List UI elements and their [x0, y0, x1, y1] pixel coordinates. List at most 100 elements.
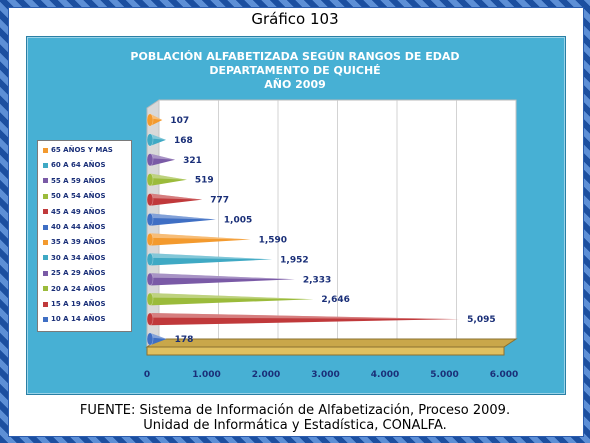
bar-cone [150, 113, 163, 127]
chart-subtitle: DEPARTAMENTO DE QUICHÉ [209, 64, 381, 77]
bar-highlight [150, 253, 273, 260]
legend-swatch [43, 178, 48, 184]
legend-label: 55 A 59 AÑOS [51, 176, 106, 185]
data-label: 2,333 [303, 275, 331, 285]
legend-item: 30 A 34 AÑOS [43, 254, 105, 262]
bar-cone [150, 153, 176, 166]
data-label: 5,095 [467, 315, 495, 325]
legend-item: 35 A 39 AÑOS [43, 238, 105, 246]
bar-highlight [150, 173, 187, 180]
bar-base [146, 272, 154, 286]
bar [146, 232, 251, 246]
x-tick-label: 4.000 [371, 370, 399, 380]
bar-cone [150, 213, 216, 226]
legend-swatch [43, 286, 48, 292]
bar-base [146, 312, 154, 326]
bar [146, 153, 176, 167]
legend-item: 65 AÑOS Y MAS [43, 146, 113, 154]
bar-base [146, 153, 154, 167]
data-label: 1,952 [280, 255, 308, 265]
plot-floor [145, 338, 518, 348]
legend-item: 20 A 24 AÑOS [43, 285, 105, 293]
legend-label: 15 A 19 AÑOS [51, 300, 106, 308]
bar-base [146, 232, 154, 246]
data-label: 107 [170, 116, 189, 126]
chart-subtitle-year: AÑO 2009 [264, 78, 326, 91]
legend-swatch [43, 239, 48, 245]
bar-cone [150, 293, 314, 306]
data-label: 1,590 [259, 235, 287, 245]
bar-base [146, 113, 154, 127]
legend-label: 10 A 14 AÑOS [51, 315, 106, 324]
x-tick-label: 6.000 [490, 370, 518, 380]
legend-label: 20 A 24 AÑOS [51, 284, 106, 293]
bar-highlight [150, 233, 251, 240]
plot-floor-edge [146, 346, 505, 356]
bar-cone [150, 332, 167, 346]
bar-cone [150, 233, 251, 246]
figure-number: Gráfico 103 [251, 10, 339, 28]
legend-swatch [43, 270, 48, 276]
x-tick-label: 2.000 [252, 370, 280, 380]
legend-swatch [43, 301, 48, 307]
source-line-1: FUENTE: Sistema de Información de Alfabe… [79, 403, 511, 418]
bar [146, 133, 166, 147]
legend-swatch [43, 209, 48, 215]
data-label: 168 [174, 136, 193, 146]
bar [146, 213, 216, 227]
x-tick-label: 0 [144, 370, 150, 380]
legend-swatch [43, 162, 48, 168]
bar [146, 113, 163, 127]
legend-swatch [43, 193, 48, 199]
data-label: 777 [210, 196, 229, 206]
source-line-2: Unidad de Informática y Estadística, CON… [143, 418, 447, 433]
legend-swatch [43, 255, 48, 261]
legend-swatch [43, 224, 48, 230]
legend-label: 35 A 39 AÑOS [51, 238, 106, 247]
legend-label: 60 A 64 AÑOS [51, 161, 106, 170]
bar [146, 252, 273, 266]
legend-item: 60 A 64 AÑOS [43, 161, 105, 169]
source-note: FUENTE: Sistema de Información de Alfabe… [0, 403, 590, 433]
x-tick-label: 5.000 [430, 370, 458, 380]
chart-title: POBLACIÓN ALFABETIZADA SEGÚN RANGOS DE E… [130, 50, 460, 63]
legend-label: 45 A 49 AÑOS [51, 207, 106, 216]
bar-base [146, 173, 154, 187]
bar-cone [150, 193, 203, 206]
legend-label: 50 A 54 AÑOS [51, 192, 106, 201]
bar-highlight [150, 193, 203, 200]
bar [146, 272, 295, 286]
bar-base [146, 213, 154, 227]
data-label: 519 [195, 176, 214, 186]
legend-item: 25 A 29 AÑOS [43, 269, 105, 277]
bar [146, 193, 203, 207]
data-label: 321 [183, 156, 202, 166]
bar [146, 292, 314, 306]
bar [146, 173, 187, 187]
legend-item: 45 A 49 AÑOS [43, 208, 105, 216]
bar [146, 312, 460, 326]
bar-base [146, 133, 154, 147]
bar-highlight [150, 153, 176, 160]
bar-cone [150, 273, 295, 286]
bar-base [146, 332, 154, 346]
bar-highlight [150, 213, 216, 220]
bar-highlight [150, 113, 163, 120]
legend-item: 15 A 19 AÑOS [43, 300, 105, 308]
legend-item: 10 A 14 AÑOS [43, 315, 105, 323]
data-label: 1,005 [224, 216, 252, 226]
legend-item: 40 A 44 AÑOS [43, 223, 105, 231]
bar-base [146, 252, 154, 266]
x-tick-label: 1.000 [192, 370, 220, 380]
data-label: 2,646 [321, 295, 349, 305]
legend-item: 55 A 59 AÑOS [43, 177, 105, 185]
bar-base [146, 193, 154, 207]
legend-label: 25 A 29 AÑOS [51, 269, 106, 278]
x-tick-label: 3.000 [311, 370, 339, 380]
bar-highlight [150, 332, 167, 340]
bar-base [146, 292, 154, 306]
bar-highlight [150, 273, 295, 280]
bar-highlight [150, 293, 314, 300]
legend-swatch [43, 316, 48, 322]
